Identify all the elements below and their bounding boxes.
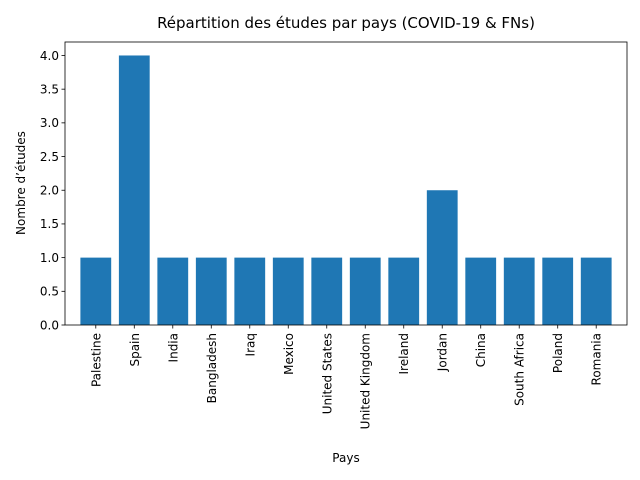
- y-tick-label: 0.0: [40, 318, 59, 332]
- x-tick-label: India: [166, 333, 180, 362]
- y-tick-label: 2.5: [40, 150, 59, 164]
- y-tick-label: 1.0: [40, 251, 59, 265]
- x-tick-label: Bangladesh: [205, 333, 219, 403]
- x-tick-label: Poland: [551, 333, 565, 373]
- y-axis-label: Nombre d’études: [14, 131, 28, 235]
- plot-frame: [64, 41, 628, 326]
- bar-palestine: [80, 257, 112, 325]
- x-tick-label: South Africa: [513, 333, 527, 406]
- x-tick-label: Spain: [128, 333, 142, 367]
- bar-mexico: [272, 257, 304, 325]
- bar-united-kingdom: [349, 257, 381, 325]
- bar-south-africa: [503, 257, 535, 325]
- bar-ireland: [388, 257, 420, 325]
- bar-bangladesh: [195, 257, 227, 325]
- x-axis-ticks: Palestine Spain India Bangladesh Iraq Mexico U…: [89, 325, 604, 429]
- x-tick-label: Palestine: [89, 333, 103, 387]
- bar-poland: [542, 257, 574, 325]
- x-tick-label: United States: [320, 333, 334, 414]
- bar-india: [157, 257, 189, 325]
- x-tick-label: Ireland: [397, 333, 411, 375]
- y-axis-ticks: 0.0 0.5 1.0 1.5 2.0 2.5 3.0 3.5 4.0: [40, 49, 65, 332]
- y-tick-label: 0.5: [40, 285, 59, 299]
- bar-china: [465, 257, 497, 325]
- bar-united-states: [311, 257, 343, 325]
- bar-jordan: [426, 190, 458, 325]
- y-tick-label: 2.0: [40, 184, 59, 198]
- x-tick-label: Jordan: [436, 333, 450, 372]
- bars-group: [80, 55, 612, 325]
- x-tick-label: China: [474, 333, 488, 367]
- x-tick-label: Iraq: [243, 333, 257, 356]
- bar-spain: [118, 55, 150, 325]
- chart-title: Répartition des études par pays (COVID-1…: [157, 14, 535, 32]
- bar-iraq: [234, 257, 266, 325]
- y-tick-label: 4.0: [40, 49, 59, 63]
- bar-romania: [580, 257, 612, 325]
- x-tick-label: Romania: [590, 333, 604, 385]
- y-tick-label: 3.5: [40, 82, 59, 96]
- y-tick-label: 1.5: [40, 217, 59, 231]
- x-axis-label: Pays: [332, 451, 359, 465]
- x-tick-label: Mexico: [282, 333, 296, 375]
- x-tick-label: United Kingdom: [359, 333, 373, 429]
- y-tick-label: 3.0: [40, 116, 59, 130]
